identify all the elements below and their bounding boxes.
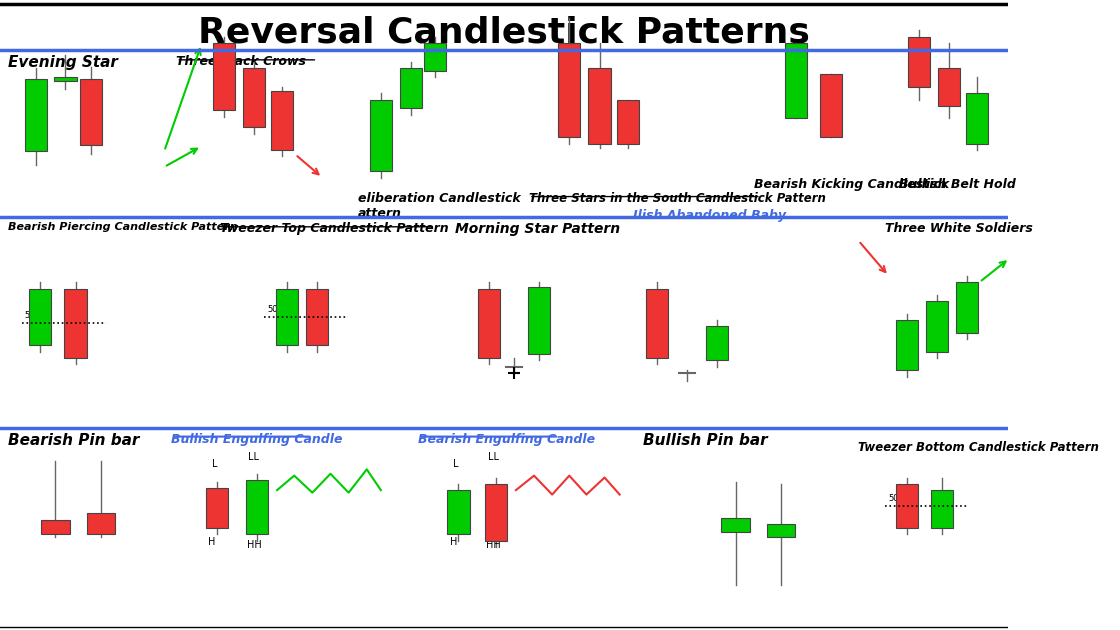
- FancyBboxPatch shape: [528, 287, 550, 354]
- Text: Bearish Pin bar: Bearish Pin bar: [8, 433, 139, 448]
- FancyBboxPatch shape: [617, 100, 638, 144]
- Text: Bullish Engulfing Candle: Bullish Engulfing Candle: [171, 433, 343, 446]
- FancyBboxPatch shape: [477, 289, 500, 358]
- Text: Reversal Candlestick Patterns: Reversal Candlestick Patterns: [198, 16, 810, 50]
- FancyBboxPatch shape: [55, 77, 76, 81]
- FancyBboxPatch shape: [276, 289, 298, 345]
- Text: 50%: 50%: [267, 305, 286, 314]
- Text: 50%: 50%: [25, 311, 43, 320]
- Text: H: H: [450, 537, 457, 547]
- FancyBboxPatch shape: [956, 282, 979, 333]
- Text: Bearish Engulfing Candle: Bearish Engulfing Candle: [418, 433, 595, 446]
- FancyBboxPatch shape: [896, 320, 918, 370]
- Text: L: L: [212, 459, 217, 469]
- FancyBboxPatch shape: [25, 79, 47, 151]
- Text: Tweezer Bottom Candlestick Pattern: Tweezer Bottom Candlestick Pattern: [858, 441, 1100, 454]
- FancyBboxPatch shape: [967, 93, 989, 144]
- FancyBboxPatch shape: [707, 326, 728, 360]
- Text: HH: HH: [486, 540, 501, 550]
- FancyBboxPatch shape: [558, 43, 580, 137]
- FancyBboxPatch shape: [271, 91, 293, 150]
- FancyBboxPatch shape: [931, 490, 953, 528]
- Text: HH: HH: [246, 540, 261, 550]
- FancyBboxPatch shape: [447, 490, 469, 534]
- Text: LL: LL: [249, 452, 260, 462]
- Text: LL: LL: [488, 452, 500, 462]
- FancyBboxPatch shape: [820, 74, 842, 137]
- FancyBboxPatch shape: [939, 68, 960, 106]
- Text: Bullish Pin bar: Bullish Pin bar: [643, 433, 767, 448]
- FancyBboxPatch shape: [65, 289, 86, 358]
- FancyBboxPatch shape: [41, 520, 69, 534]
- FancyBboxPatch shape: [908, 37, 930, 87]
- FancyBboxPatch shape: [86, 513, 115, 534]
- Text: Morning Star Pattern: Morning Star Pattern: [456, 222, 620, 236]
- Text: Bullish Belt Hold: Bullish Belt Hold: [898, 178, 1016, 191]
- Text: Three Stars in the South Candlestick Pattern: Three Stars in the South Candlestick Pat…: [529, 192, 825, 205]
- FancyBboxPatch shape: [424, 43, 447, 71]
- Text: Bearish Kicking Candlestick: Bearish Kicking Candlestick: [754, 178, 949, 191]
- FancyBboxPatch shape: [588, 68, 610, 144]
- Text: Three White Soldiers: Three White Soldiers: [885, 222, 1033, 235]
- FancyBboxPatch shape: [306, 289, 328, 345]
- FancyBboxPatch shape: [785, 43, 808, 118]
- Text: Three Black Crows: Three Black Crows: [176, 55, 307, 69]
- FancyBboxPatch shape: [206, 488, 227, 528]
- Text: Evening Star: Evening Star: [8, 55, 118, 70]
- Text: H: H: [208, 537, 215, 547]
- FancyBboxPatch shape: [896, 484, 918, 528]
- FancyBboxPatch shape: [213, 43, 235, 110]
- FancyBboxPatch shape: [926, 301, 949, 352]
- Text: Ilish Abandoned Baby: Ilish Abandoned Baby: [633, 209, 786, 222]
- Text: Tweezer Top Candlestick Pattern: Tweezer Top Candlestick Pattern: [220, 222, 448, 235]
- Text: 50%: 50%: [888, 494, 907, 503]
- FancyBboxPatch shape: [767, 524, 795, 537]
- Text: Bearish Piercing Candlestick Pattern: Bearish Piercing Candlestick Pattern: [8, 222, 237, 232]
- FancyBboxPatch shape: [400, 68, 422, 108]
- FancyBboxPatch shape: [370, 100, 392, 171]
- FancyBboxPatch shape: [646, 289, 668, 358]
- FancyBboxPatch shape: [485, 484, 507, 541]
- FancyBboxPatch shape: [721, 518, 749, 532]
- FancyBboxPatch shape: [29, 289, 52, 345]
- FancyBboxPatch shape: [80, 79, 102, 145]
- Text: eliberation Candlestick
attern: eliberation Candlestick attern: [357, 192, 521, 220]
- Text: L: L: [452, 459, 458, 469]
- FancyBboxPatch shape: [243, 68, 265, 127]
- FancyBboxPatch shape: [246, 480, 268, 534]
